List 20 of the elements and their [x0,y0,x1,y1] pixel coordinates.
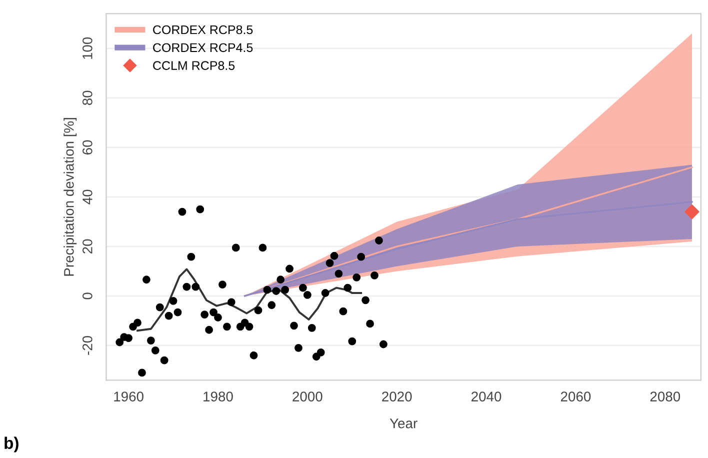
y-tick-label: 80 [82,90,92,106]
x-tick-label: 2060 [560,392,591,402]
legend-label: CCLM RCP8.5 [153,61,235,70]
y-tick-label: -20 [82,336,92,355]
y-tick-label: 0 [82,292,92,300]
text: b) [4,436,18,452]
x-tick-label: 1980 [204,392,233,402]
x-tick-label: 2040 [472,392,502,402]
y-axis-title: Precipitation deviation [%] [64,118,77,276]
y-tick-label: 40 [82,190,92,204]
y-tick-label: 100 [82,37,92,59]
y-tick-label: 60 [82,140,92,154]
x-tick-label: 2080 [650,392,680,402]
y-tick-label: 20 [82,239,92,254]
legend-label: CORDEX RCP4.5 [153,43,253,52]
x-tick-label: 2000 [292,392,322,402]
legend-label: CORDEX RCP8.5 [153,25,253,34]
x-tick-label: 2020 [382,392,412,402]
x-tick-label: 1960 [114,392,144,402]
x-axis-title: Year [390,418,418,428]
